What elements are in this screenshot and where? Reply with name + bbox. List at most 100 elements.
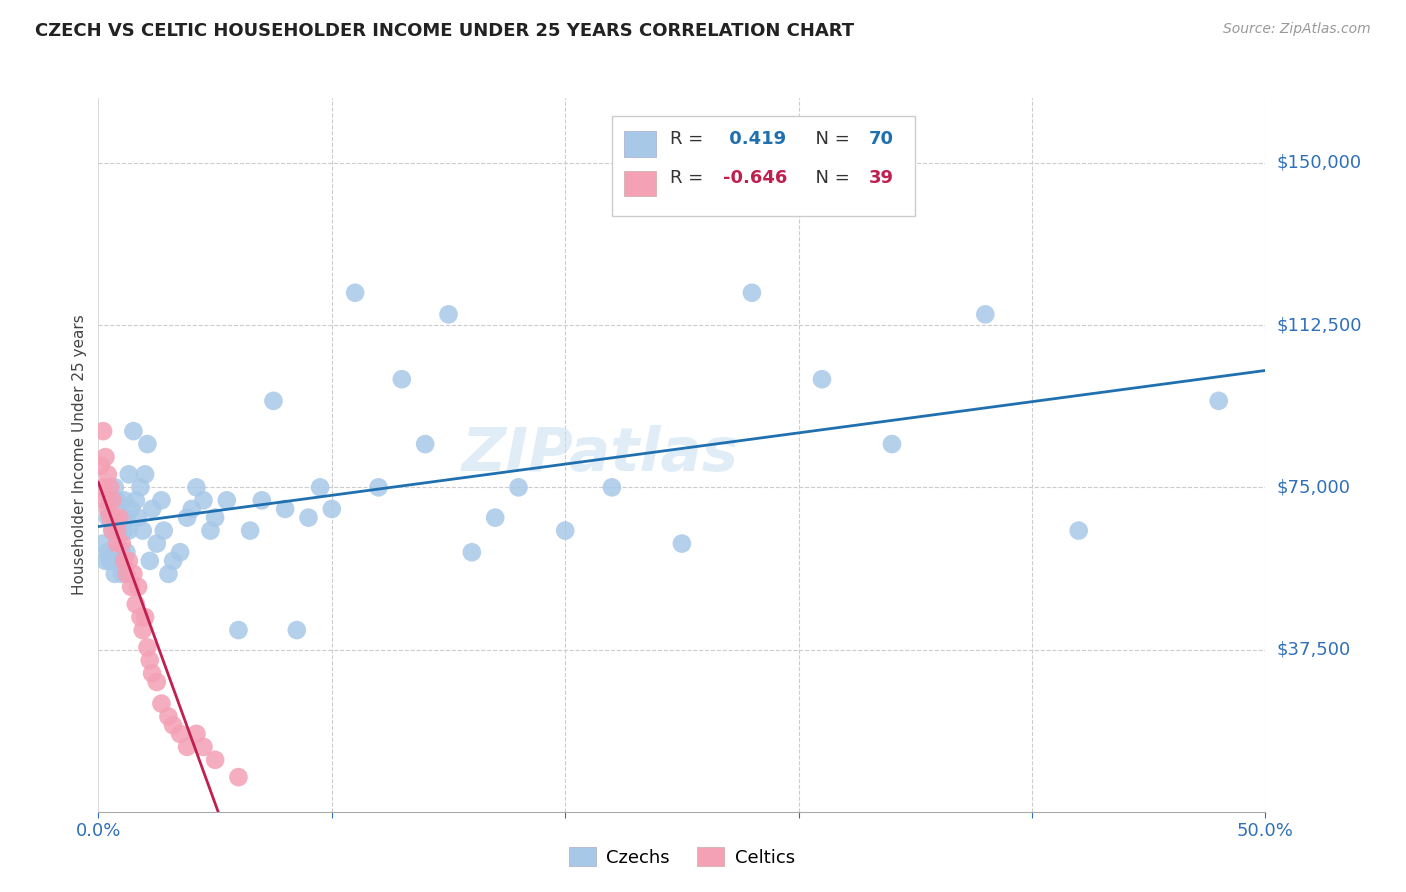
Point: [413, 437, 436, 451]
Point: [134, 467, 156, 482]
Point: [94, 493, 117, 508]
Point: [108, 510, 131, 524]
Point: [91, 536, 114, 550]
Point: [115, 566, 138, 581]
Point: [98, 510, 121, 524]
Point: [152, 524, 174, 538]
Point: [141, 502, 163, 516]
Point: [98, 493, 121, 508]
Point: [129, 480, 152, 494]
Point: [262, 393, 284, 408]
Point: [118, 554, 141, 568]
Point: [125, 597, 148, 611]
Point: [94, 450, 117, 464]
Point: [127, 580, 149, 594]
Point: [105, 536, 128, 550]
Point: [215, 493, 238, 508]
Point: [974, 307, 997, 321]
Point: [104, 510, 127, 524]
Point: [204, 510, 226, 524]
Point: [118, 467, 141, 482]
Point: [97, 545, 120, 559]
Text: 0.419: 0.419: [723, 130, 786, 148]
Point: [136, 437, 159, 451]
Text: $112,500: $112,500: [1277, 316, 1362, 334]
Point: [120, 580, 142, 594]
Point: [200, 524, 222, 538]
Point: [94, 554, 117, 568]
Point: [1067, 524, 1090, 538]
Point: [508, 480, 530, 494]
Point: [101, 524, 124, 538]
Point: [105, 545, 128, 559]
Text: N =: N =: [804, 169, 856, 187]
Point: [118, 524, 141, 538]
Text: ZIPatlas: ZIPatlas: [461, 425, 738, 484]
Text: R =: R =: [671, 130, 709, 148]
Point: [132, 623, 155, 637]
Point: [111, 536, 134, 550]
Point: [105, 524, 128, 538]
Point: [111, 566, 134, 581]
Point: [141, 666, 163, 681]
Point: [309, 480, 332, 494]
Point: [104, 480, 127, 494]
Point: [146, 536, 169, 550]
Point: [1208, 393, 1230, 408]
Point: [157, 566, 180, 581]
Point: [297, 510, 319, 524]
Point: [146, 675, 169, 690]
Point: [139, 554, 162, 568]
Point: [129, 610, 152, 624]
Text: $150,000: $150,000: [1277, 154, 1361, 172]
Point: [112, 493, 135, 508]
Point: [134, 610, 156, 624]
Text: N =: N =: [804, 130, 856, 148]
Point: [122, 566, 145, 581]
Point: [239, 524, 262, 538]
Point: [285, 623, 308, 637]
Point: [186, 727, 208, 741]
Point: [122, 424, 145, 438]
FancyBboxPatch shape: [612, 116, 915, 216]
Text: R =: R =: [671, 169, 709, 187]
Point: [193, 493, 215, 508]
Point: [437, 307, 460, 321]
Point: [554, 524, 576, 538]
Point: [811, 372, 834, 386]
Point: [139, 653, 162, 667]
Point: [193, 739, 215, 754]
Point: [176, 510, 198, 524]
Text: $37,500: $37,500: [1277, 640, 1351, 658]
Point: [344, 285, 367, 300]
Bar: [623, 170, 657, 196]
Point: [228, 623, 250, 637]
Text: Source: ZipAtlas.com: Source: ZipAtlas.com: [1223, 22, 1371, 37]
Point: [101, 524, 124, 538]
Point: [391, 372, 413, 386]
Text: 70: 70: [869, 130, 894, 148]
Point: [132, 524, 155, 538]
Point: [484, 510, 506, 524]
Point: [120, 502, 142, 516]
Point: [97, 467, 120, 482]
Legend: Czechs, Celtics: Czechs, Celtics: [561, 840, 803, 874]
Text: $75,000: $75,000: [1277, 478, 1351, 496]
Point: [97, 510, 120, 524]
Point: [671, 536, 693, 550]
Text: 39: 39: [869, 169, 894, 187]
Point: [367, 480, 389, 494]
Point: [150, 493, 173, 508]
Point: [186, 480, 208, 494]
Point: [180, 502, 202, 516]
Point: [98, 554, 121, 568]
Point: [115, 545, 138, 559]
Point: [127, 510, 149, 524]
Point: [115, 510, 138, 524]
Point: [108, 554, 131, 568]
Point: [741, 285, 763, 300]
Point: [108, 524, 131, 538]
Text: CZECH VS CELTIC HOUSEHOLDER INCOME UNDER 25 YEARS CORRELATION CHART: CZECH VS CELTIC HOUSEHOLDER INCOME UNDER…: [35, 22, 855, 40]
Point: [169, 727, 191, 741]
Point: [162, 554, 184, 568]
